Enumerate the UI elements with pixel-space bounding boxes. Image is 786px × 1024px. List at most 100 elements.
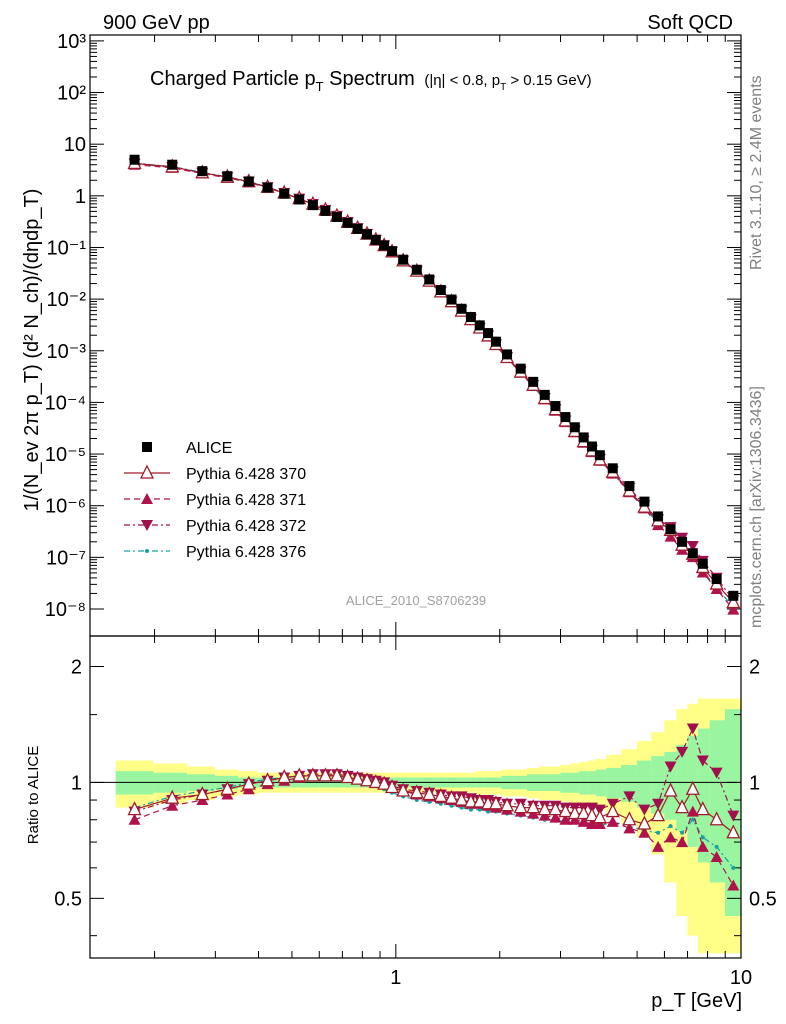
main-panel-series [127,154,741,615]
band-inner-segment [606,768,622,799]
legend-marker-0 [142,442,152,452]
ratio-point-1 [567,805,582,820]
alice-data-point [379,240,390,251]
y-tick-label-main: 10⁻⁴ [45,392,86,414]
alice-data-point [578,432,589,443]
alice-data-point [398,254,409,265]
ratio-point-1 [409,784,424,799]
ratio-point-4 [714,844,719,849]
alice-data-point [361,229,372,240]
y-tick-label-main: 1 [75,186,86,208]
alice-data-point [550,401,561,412]
ratio-point-1 [663,782,678,797]
series-point-2 [664,530,677,542]
ratio-point-1 [340,769,355,784]
alice-data-point [528,376,539,387]
ratio-point-1 [537,801,552,816]
ratio-point-4 [656,830,661,835]
ratio-point-2 [577,815,590,827]
ratio-point-1 [127,801,142,816]
alice-data-point [387,246,398,257]
mcplots-label: mcplots.cern.ch [arXiv:1306.3436] [748,386,765,628]
ratio-point-1 [592,809,607,824]
ratio-point-1 [444,789,459,804]
ratio-point-1 [433,787,448,803]
ratio-point-1 [526,799,541,814]
ratio-point-1 [675,799,690,814]
alice-data-point [653,511,664,522]
alice-data-point [711,574,722,585]
ratio-point-3 [638,804,651,816]
band-inner-segment [697,728,710,863]
ratio-point-1 [260,772,275,787]
ratio-point-3 [727,810,740,822]
ratio-point-1 [500,797,515,812]
ratio-point-1 [685,780,700,795]
ratio-point-2 [696,840,709,852]
ratio-point-1 [472,793,487,808]
alice-data-point [279,188,290,199]
ratio-point-2 [559,813,572,825]
alice-data-point [624,481,635,492]
ratio-point-1 [396,782,411,797]
alice-data-point [539,389,550,400]
y-tick-label-ratio: 1 [71,772,82,794]
ratio-point-3 [623,791,636,803]
ratio-point-1 [220,780,235,795]
y-tick-label-main: 10⁻⁸ [45,599,86,621]
ratio-point-1 [329,767,344,782]
ratio-point-1 [513,799,528,814]
ratio-point-1 [359,772,375,787]
alice-data-point [424,274,435,285]
ratio-point-1 [318,767,333,782]
ratio-point-1 [241,775,256,790]
ratio-panel-frame [89,635,742,959]
ratio-point-4 [700,835,705,840]
ratio-point-2 [676,836,689,848]
alice-data-point [728,590,739,601]
alice-data-point [474,320,485,331]
ratio-point-2 [128,813,141,825]
ratio-point-3 [710,767,723,779]
ratio-point-1 [305,767,320,782]
ratio-panel-series [127,723,741,891]
ratio-point-1 [422,786,437,801]
alice-data-point [490,336,501,347]
alice-data-point [342,217,353,228]
band-inner-segment [595,769,607,797]
alice-data-point [586,441,597,452]
alice-data-point [446,294,457,305]
y-tick-label-ratio-right: 1 [749,772,760,794]
series-line-4 [134,162,734,608]
alice-data-point [607,463,618,474]
ratio-point-2 [727,879,740,891]
ratio-point-2 [652,840,665,852]
ratio-point-4 [690,817,695,822]
ratio-point-1 [377,775,392,790]
ratio-point-2 [606,815,619,827]
ratio-point-2 [710,851,723,863]
alice-data-point [243,176,254,187]
legend-marker-1 [139,464,155,479]
ratio-point-1 [368,773,383,789]
ratio-point-2 [593,817,606,829]
ratio-point-1 [292,767,307,782]
y-axis-label-ratio: Ratio to ALICE [25,746,42,844]
y-tick-label-main: 10⁻⁷ [46,547,86,569]
ratio-point-1 [695,801,710,816]
y-tick-label-main: 10³ [57,31,86,53]
y-tick-label-main: 10⁻² [47,289,87,311]
alice-data-point [262,182,273,193]
alice-data-point [594,450,605,461]
legend-label-4: Pythia 6.428 376 [186,544,306,561]
ratio-point-1 [384,779,400,794]
y-tick-label-main: 10⁻³ [47,341,87,363]
legend-label-3: Pythia 6.428 372 [186,518,306,535]
alice-data-point [515,363,526,374]
alice-data-point [665,524,676,535]
alice-data-point [331,211,342,222]
alice-data-point [129,154,140,165]
ratio-point-3 [676,746,689,758]
rivet-version-label: Rivet 3.1.10, ≥ 2.4M events [748,75,765,270]
ratio-point-2 [664,831,677,843]
